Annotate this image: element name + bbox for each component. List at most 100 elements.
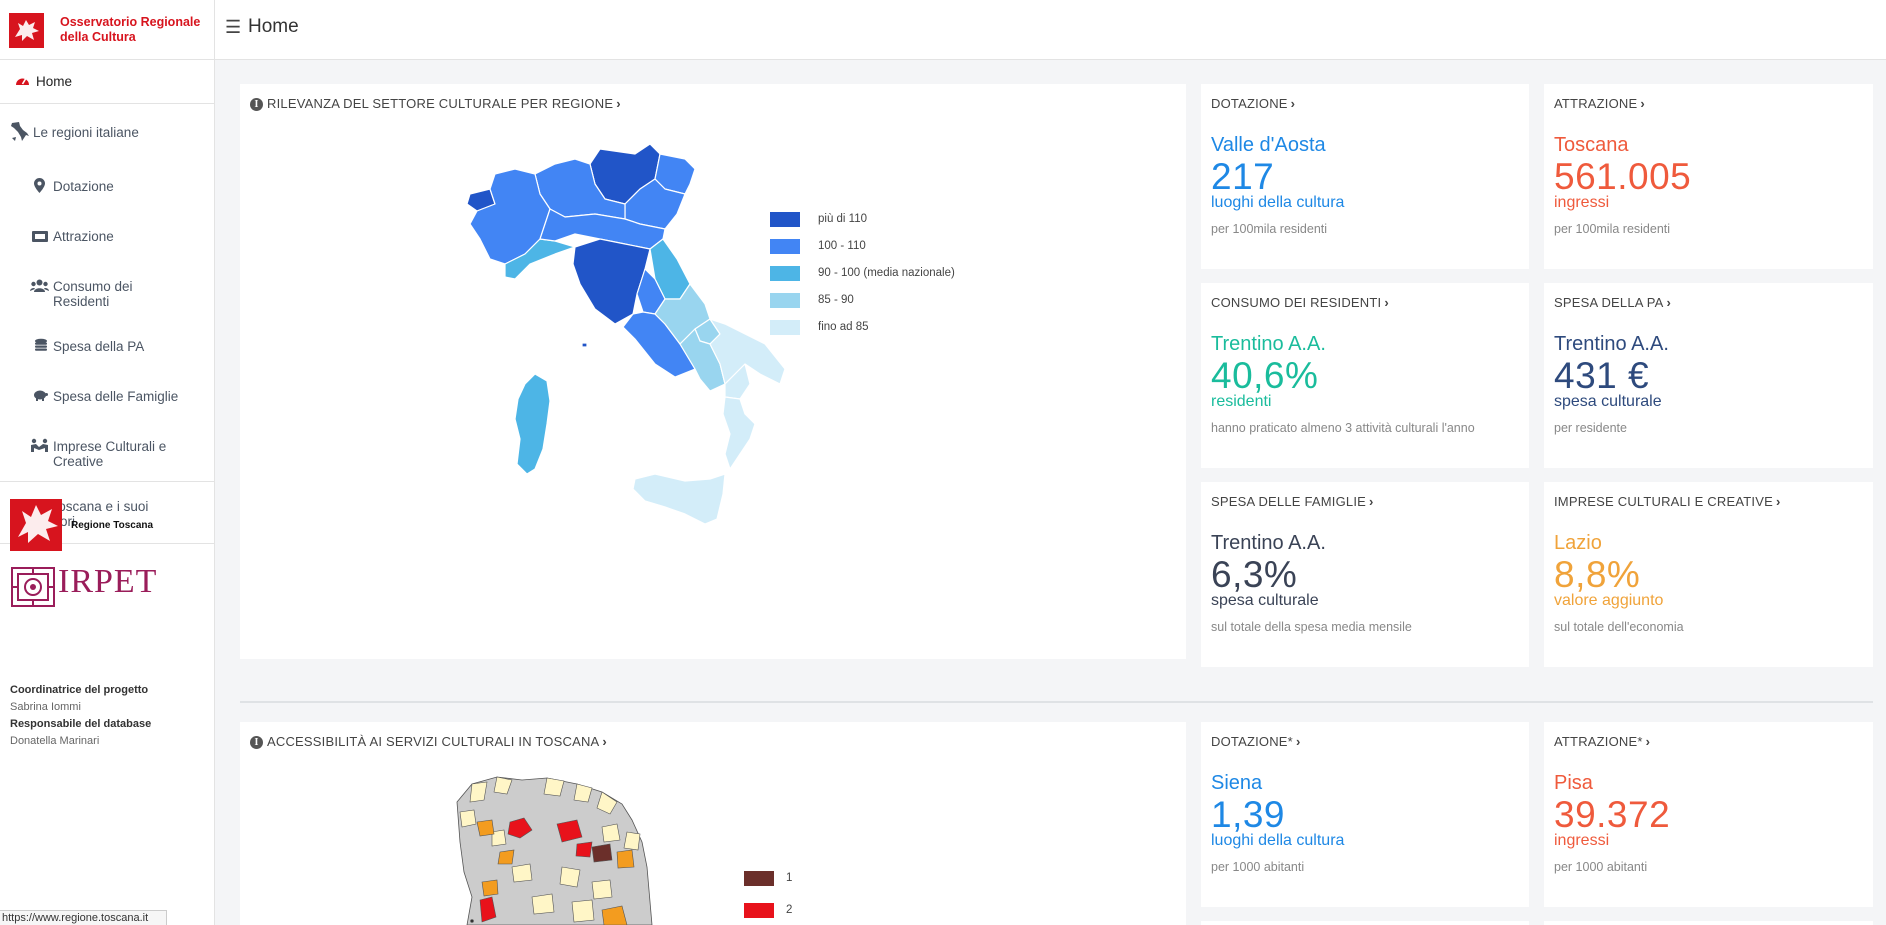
sidebar-item-dotazione[interactable]: Dotazione (0, 175, 214, 199)
sidebar-item-imprese[interactable]: Imprese Culturali e Creative (0, 435, 214, 471)
sidebar-item-home[interactable]: Home (0, 70, 214, 94)
stat-unit: ingressi (1554, 194, 1610, 211)
divider (0, 103, 214, 104)
legend-label: fino ad 85 (818, 321, 869, 333)
stat-card-dotazione: DOTAZIONE › Valle d'Aosta 217 luoghi dell… (1201, 84, 1529, 269)
legend-label: più di 110 (818, 213, 868, 225)
sidebar-item-label: Attrazione (53, 229, 114, 244)
stat-note: per 1000 abitanti (1211, 860, 1305, 874)
chevron-right-icon: › (1666, 295, 1672, 310)
section-divider (240, 701, 1873, 703)
legend-swatch (770, 320, 800, 335)
chevron-right-icon: › (1645, 734, 1651, 749)
stat-title-text: DOTAZIONE (1211, 96, 1288, 111)
sidebar-item-spesa-pa[interactable]: Spesa della PA (0, 335, 214, 359)
stat-note: per residente (1554, 421, 1627, 435)
map-card-toscana: i ACCESSIBILITÀ AI SERVIZI CULTURALI IN T… (240, 722, 1186, 925)
stat-unit: luoghi della cultura (1211, 832, 1345, 849)
stat-note: sul totale dell'economia (1554, 620, 1684, 634)
stat-unit: ingressi (1554, 832, 1610, 849)
stat-value: 217 (1211, 156, 1275, 197)
stat-value: 1,39 (1211, 794, 1286, 835)
sidebar-item-label: Le regioni italiane (33, 125, 139, 140)
legend-swatch (744, 871, 774, 886)
stat-card-title[interactable]: DOTAZIONE › (1211, 96, 1295, 111)
sidebar-item-label: Imprese Culturali e Creative (53, 439, 167, 469)
stat-card-title[interactable]: ATTRAZIONE › (1554, 96, 1645, 111)
map-pin-icon (34, 178, 45, 196)
legend-label: 100 - 110 (818, 240, 866, 252)
users-icon (30, 279, 49, 295)
stat-unit: residenti (1211, 393, 1272, 410)
legend-swatch (770, 239, 800, 254)
info-icon: i (250, 98, 263, 111)
legend-label: 85 - 90 (818, 294, 854, 306)
stat-title-text: DOTAZIONE* (1211, 734, 1293, 749)
stat-card-title[interactable]: SPESA DELLE FAMIGLIE › (1211, 494, 1374, 509)
sidebar-item-regioni[interactable]: Le regioni italiane (0, 118, 214, 148)
map-card-national: i RILEVANZA DEL SETTORE CULTURALE PER REG… (240, 84, 1186, 659)
stat-value: 39.372 (1554, 794, 1671, 835)
stat-card-attrazione: ATTRAZIONE › Toscana 561.005 ingressi per… (1544, 84, 1873, 269)
sidebar-item-attrazione[interactable]: Attrazione (0, 225, 214, 249)
italy-regions-map[interactable] (455, 129, 785, 654)
region-puglia (709, 318, 785, 385)
legend-swatch (770, 266, 800, 281)
stat-card-title[interactable]: IMPRESE CULTURALI E CREATIVE › (1554, 494, 1780, 509)
divider (0, 481, 214, 482)
regione-toscana-partner-logo[interactable] (10, 499, 62, 551)
credit-name: Sabrina Iommi (10, 701, 81, 713)
stat-region: Pisa (1554, 772, 1593, 794)
dashboard-icon (15, 74, 30, 90)
region-sardegna (514, 373, 551, 475)
sidebar-item-label: Dotazione (53, 179, 114, 194)
stat-note: per 100mila residenti (1554, 222, 1671, 236)
irpet-wordmark[interactable]: IRPET (58, 563, 158, 600)
stat-region: Trentino A.A. (1211, 333, 1326, 355)
tuscany-municipalities-map[interactable] (452, 772, 732, 925)
stat-value: 561.005 (1554, 156, 1692, 197)
sidebar-item-label: Consumo dei Residenti (53, 279, 133, 309)
stat-card-next (1201, 921, 1529, 925)
map-card-title[interactable]: i ACCESSIBILITÀ AI SERVIZI CULTURALI IN T… (250, 734, 607, 749)
hamburger-menu-icon[interactable]: ☰ (225, 17, 242, 37)
stat-region: Siena (1211, 772, 1263, 794)
stat-note: per 1000 abitanti (1554, 860, 1648, 874)
chevron-right-icon: › (1640, 96, 1645, 111)
info-icon: i (250, 736, 263, 749)
stat-region: Lazio (1554, 532, 1602, 554)
stat-value: 40,6% (1211, 355, 1319, 396)
legend-label: 2 (786, 904, 793, 916)
map-card-title[interactable]: i RILEVANZA DEL SETTORE CULTURALE PER REG… (250, 96, 621, 111)
stat-card-title[interactable]: ATTRAZIONE* › (1554, 734, 1650, 749)
stat-card-spesa-famiglie: SPESA DELLE FAMIGLIE › Trentino A.A. 6,3%… (1201, 482, 1529, 667)
sidebar-item-consumo[interactable]: Consumo dei Residenti (0, 275, 214, 311)
legend-swatch (744, 903, 774, 918)
chevron-right-icon: › (1384, 295, 1389, 310)
coins-icon (34, 338, 48, 355)
brand[interactable]: Osservatorio Regionale della Cultura (0, 0, 215, 60)
stat-card-title[interactable]: SPESA DELLA PA › (1554, 295, 1671, 310)
italy-icon (10, 121, 30, 146)
credit-role: Coordinatrice del progetto (10, 684, 149, 696)
stat-card-title[interactable]: DOTAZIONE* › (1211, 734, 1300, 749)
sidebar-item-label: Spesa della PA (53, 339, 145, 354)
island-elba (581, 342, 588, 348)
stat-note: sul totale della spesa media mensile (1211, 620, 1412, 634)
credit-role: Responsabile del database (10, 718, 152, 730)
sidebar-item-label: Spesa delle Famiglie (53, 389, 179, 404)
stat-card-attrazione-toscana: ATTRAZIONE* › Pisa 39.372 ingressi per 10… (1544, 722, 1873, 907)
stat-card-title[interactable]: CONSUMO DEI RESIDENTI › (1211, 295, 1389, 310)
stat-title-text: IMPRESE CULTURALI E CREATIVE (1554, 494, 1773, 509)
sidebar-item-spesa-famiglie[interactable]: Spesa delle Famiglie (0, 385, 214, 409)
chevron-right-icon: › (1775, 494, 1781, 509)
regione-toscana-label: Regione Toscana (71, 520, 154, 531)
irpet-emblem[interactable] (10, 566, 56, 613)
sidebar-item-label: Home (36, 74, 73, 89)
chevron-right-icon: › (1290, 96, 1296, 111)
stat-card-spesa-pa: SPESA DELLA PA › Trentino A.A. 431 € spes… (1544, 283, 1873, 468)
legend-swatch (770, 212, 800, 227)
stat-region: Trentino A.A. (1211, 532, 1326, 554)
handshake-icon (30, 438, 49, 456)
stat-value: 431 € (1554, 355, 1650, 396)
